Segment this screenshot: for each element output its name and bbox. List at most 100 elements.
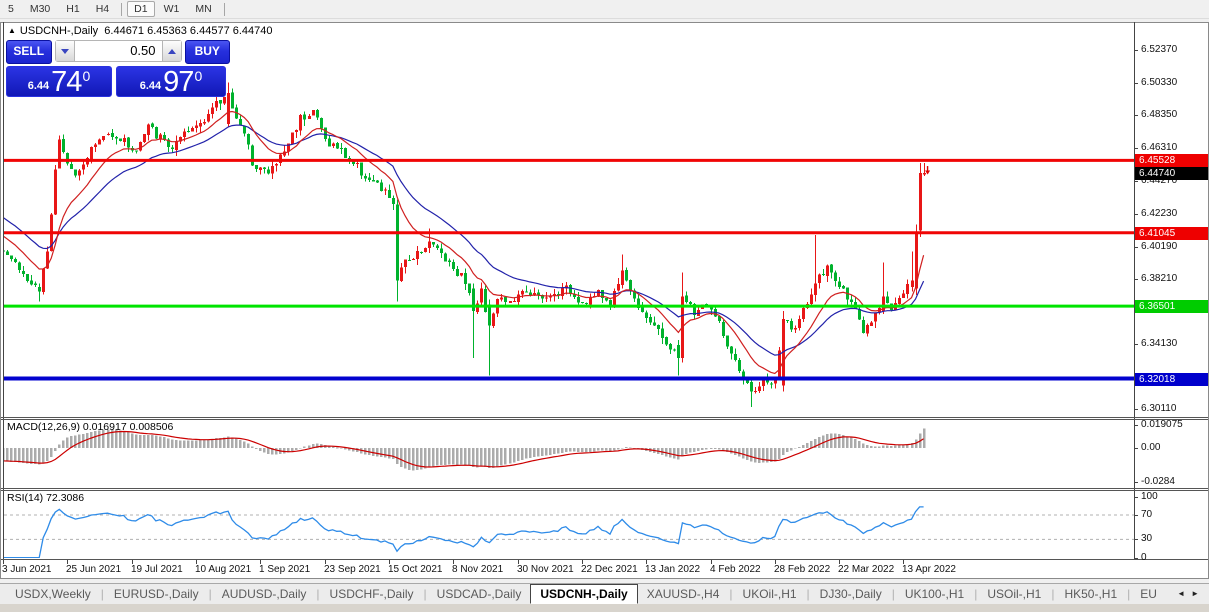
tab-scroll-left-icon[interactable]: ◄ <box>1177 589 1192 598</box>
axis-tick-mark <box>1134 497 1138 498</box>
macd-histogram <box>4 428 926 471</box>
volume-decrease-button[interactable] <box>55 41 74 61</box>
candles <box>4 82 926 407</box>
date-tick-mark <box>775 560 776 564</box>
chart-tab-hk50-h1[interactable]: HK50-,H1 <box>1064 587 1118 601</box>
tab-separator: | <box>100 587 104 601</box>
date-tick-mark <box>839 560 840 564</box>
date-tick-mark <box>67 560 68 564</box>
plot-left-border <box>3 22 4 559</box>
rsi-tick-label: 0 <box>1141 552 1147 563</box>
sell-price-sup: 0 <box>82 68 91 84</box>
chart-tab-dj30-daily[interactable]: DJ30-,Daily <box>819 587 882 601</box>
chart-tab-usoil-h1[interactable]: USOil-,H1 <box>987 587 1042 601</box>
axis-tick-mark <box>1134 409 1138 410</box>
tab-separator: | <box>806 587 810 601</box>
date-tick-mark <box>3 560 4 564</box>
date-tick-label: 13 Apr 2022 <box>902 564 956 575</box>
status-strip <box>0 604 1209 612</box>
date-tick-label: 13 Jan 2022 <box>645 564 701 575</box>
macd-tick-label: 0.019075 <box>1141 419 1183 430</box>
macd-separator[interactable] <box>1 417 1208 418</box>
arrow-up-icon <box>167 48 176 54</box>
toolbar-separator <box>223 2 225 16</box>
rsi-tick-label: 70 <box>1141 509 1153 520</box>
timeframe-button-d1[interactable]: D1 <box>127 1 155 17</box>
chart-tab-xauusd-h4[interactable]: XAUUSD-,H4 <box>646 587 720 601</box>
price-tick-label: 6.38210 <box>1141 273 1178 284</box>
chart-tab-ukoil-h1[interactable]: UKOil-,H1 <box>742 587 797 601</box>
timeframe-button-w1[interactable]: W1 <box>163 3 180 15</box>
level-price-badge: 6.41045 <box>1135 227 1208 240</box>
axis-tick-mark <box>1134 50 1138 51</box>
date-tick-mark <box>711 560 712 564</box>
last-price-badge: 6.44740 <box>1135 167 1208 180</box>
macd-panel-canvas[interactable] <box>4 421 1134 487</box>
date-tick-label: 19 Jul 2021 <box>131 564 183 575</box>
sell-button[interactable]: SELL <box>6 40 52 64</box>
chart-title: ▲ USDCNH-,Daily 6.44671 6.45363 6.44577 6… <box>8 25 273 37</box>
date-tick-mark <box>903 560 904 564</box>
date-tick-mark <box>646 560 647 564</box>
volume-stepper: 0.50 <box>54 40 182 62</box>
price-tick-label: 6.50330 <box>1141 77 1178 88</box>
chart-tab-audusd-daily[interactable]: AUDUSD-,Daily <box>221 587 307 601</box>
buy-price-big: 97 <box>163 66 194 98</box>
axis-tick-mark <box>1134 148 1138 149</box>
chart-window[interactable] <box>0 22 1209 579</box>
price-tick-label: 6.34130 <box>1141 338 1178 349</box>
price-axis-border[interactable] <box>1134 22 1135 560</box>
axis-tick-mark <box>1134 448 1138 449</box>
axis-tick-mark <box>1134 247 1138 248</box>
volume-increase-button[interactable] <box>162 41 181 61</box>
sell-price-display[interactable]: 6.44 74 0 <box>6 66 112 97</box>
chart-tab-usdcad-daily[interactable]: USDCAD-,Daily <box>436 587 522 601</box>
price-tick-label: 6.46310 <box>1141 142 1178 153</box>
chart-tab-uk100-h1[interactable]: UK100-,H1 <box>904 587 965 601</box>
date-tick-label: 15 Oct 2021 <box>388 564 443 575</box>
macd-signal-line <box>4 430 924 468</box>
axis-tick-mark <box>1134 115 1138 116</box>
collapse-triangle-icon[interactable]: ▲ <box>8 26 16 35</box>
price-tick-label: 6.42230 <box>1141 208 1178 219</box>
chart-tab-usdx-weekly[interactable]: USDX,Weekly <box>15 587 91 601</box>
tab-scroll-right-icon[interactable]: ► <box>1191 589 1205 598</box>
tab-separator: | <box>1051 587 1055 601</box>
timeframe-button-mn[interactable]: MN <box>195 3 212 15</box>
sell-price-prefix: 6.44 <box>27 80 50 92</box>
level-price-badge: 6.36501 <box>1135 300 1208 313</box>
date-tick-mark <box>132 560 133 564</box>
buy-price-prefix: 6.44 <box>139 80 162 92</box>
timeframe-button-h4[interactable]: H4 <box>95 3 110 15</box>
timeframe-button-5[interactable]: 5 <box>8 3 14 15</box>
price-tick-label: 6.30110 <box>1141 403 1177 414</box>
date-tick-mark <box>260 560 261 564</box>
ma-fast-line <box>4 110 925 375</box>
buy-button[interactable]: BUY <box>184 40 230 64</box>
tab-separator: | <box>729 587 733 601</box>
chart-tab-usdcnh-daily[interactable]: USDCNH-,Daily <box>530 584 638 604</box>
axis-tick-mark <box>1134 482 1138 483</box>
volume-input[interactable]: 0.50 <box>73 41 163 61</box>
axis-tick-mark <box>1134 279 1138 280</box>
chart-tab-eurusd-daily[interactable]: EURUSD-,Daily <box>113 587 199 601</box>
rsi-separator[interactable] <box>1 488 1208 489</box>
buy-price-display[interactable]: 6.44 97 0 <box>116 66 226 97</box>
rsi-tick-label: 30 <box>1141 533 1153 544</box>
price-chart-canvas[interactable] <box>4 33 1134 417</box>
tab-separator: | <box>208 587 212 601</box>
axis-tick-mark <box>1134 181 1138 182</box>
timeframe-button-h1[interactable]: H1 <box>66 3 80 15</box>
date-tick-mark <box>453 560 454 564</box>
rsi-panel-canvas[interactable] <box>4 491 1134 558</box>
chart-tab-eu[interactable]: EU <box>1140 587 1157 601</box>
date-tick-label: 30 Nov 2021 <box>517 564 574 575</box>
tab-scroll-buttons: ◄► <box>1177 589 1205 598</box>
macd-tick-label: -0.0284 <box>1141 476 1175 487</box>
chart-tab-usdchf-daily[interactable]: USDCHF-,Daily <box>329 587 414 601</box>
timeframe-button-m30[interactable]: M30 <box>29 3 51 15</box>
axis-tick-mark <box>1134 344 1138 345</box>
toolbar-separator <box>121 2 123 16</box>
date-tick-label: 4 Feb 2022 <box>710 564 761 575</box>
buy-price-sup: 0 <box>194 68 203 84</box>
